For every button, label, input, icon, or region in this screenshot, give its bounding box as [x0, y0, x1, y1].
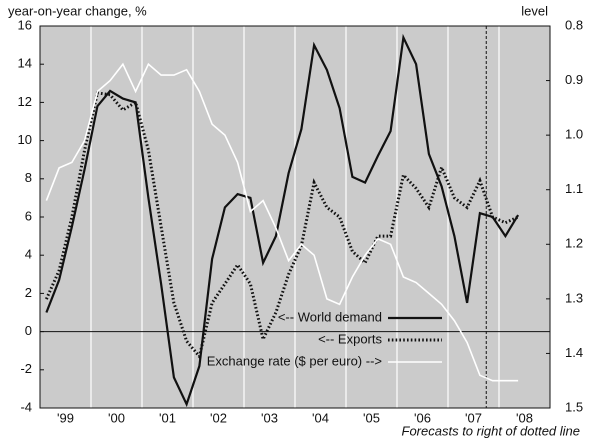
y-tick-label: 12	[18, 94, 32, 109]
x-tick-label: '08	[516, 410, 533, 425]
y-tick-label: -2	[20, 361, 32, 376]
y-tick-label: 0	[25, 323, 32, 338]
series-line	[45, 62, 519, 382]
y-tick-label: 4	[25, 247, 32, 262]
y-tick-label: 6	[25, 208, 32, 223]
y-tick-label: 10	[18, 132, 32, 147]
y-tick-label: 16	[18, 17, 32, 32]
y2-tick-label: 1.5	[565, 399, 583, 414]
x-tick-label: '05	[363, 410, 380, 425]
y2-tick-label: 1.0	[565, 127, 583, 142]
x-tick-label: '03	[261, 410, 278, 425]
y2-tick-label: 1.3	[565, 290, 583, 305]
x-tick-label: '06	[414, 410, 431, 425]
y2-tick-label: 1.2	[565, 236, 583, 251]
x-tick-label: '04	[312, 410, 329, 425]
x-tick-label: '00	[108, 410, 125, 425]
y2-tick-label: 1.1	[565, 181, 583, 196]
y-tick-label: 2	[25, 285, 32, 300]
x-tick-label: '02	[210, 410, 227, 425]
y2-axis-title: level	[521, 3, 548, 18]
y2-tick-label: 1.4	[565, 345, 583, 360]
forecast-note: Forecasts to right of dotted line	[402, 423, 580, 438]
x-tick-label: '07	[465, 410, 482, 425]
plot-border	[39, 25, 551, 409]
y-axis-title: year-on-year change, %	[8, 3, 147, 18]
series-line	[45, 91, 519, 360]
legend-label: <-- World demand	[278, 309, 382, 324]
y-tick-label: 8	[25, 170, 32, 185]
y-tick-label: -4	[20, 399, 32, 414]
legend-label: <-- Exports	[318, 331, 382, 346]
y2-tick-label: 0.8	[565, 17, 583, 32]
series-line	[45, 33, 520, 408]
x-tick-label: '99	[57, 410, 74, 425]
y-tick-label: 14	[18, 56, 32, 71]
y2-tick-label: 0.9	[565, 72, 583, 87]
legend-label: Exchange rate ($ per euro) -->	[207, 353, 382, 368]
x-tick-label: '01	[159, 410, 176, 425]
